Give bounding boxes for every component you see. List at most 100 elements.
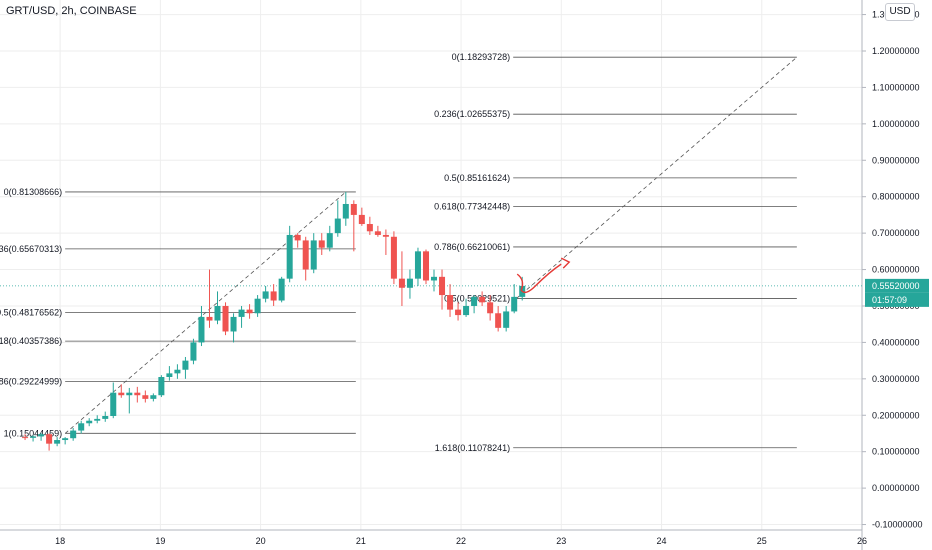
candle-body <box>463 305 470 316</box>
y-tick-label: 0.00000000 <box>872 483 920 493</box>
candle-body <box>190 342 197 361</box>
chart-title: GRT/USD, 2h, COINBASE <box>6 5 137 17</box>
candle-body <box>230 316 237 332</box>
candle-body <box>358 214 365 225</box>
candle-body <box>126 392 133 396</box>
candle-body <box>270 291 277 301</box>
candle-body <box>206 316 213 321</box>
fib-level-label: 0.5(0.48176562) <box>0 308 62 318</box>
candle-body <box>182 360 189 370</box>
y-tick-label: 0.40000000 <box>872 337 920 347</box>
y-tick-label: 0.20000000 <box>872 410 920 420</box>
y-tick-label: 0.70000000 <box>872 228 920 238</box>
fib-level-label: 0.786(0.29224999) <box>0 377 62 387</box>
candle-body <box>174 369 181 374</box>
last-price-tag <box>865 278 929 293</box>
y-tick-label: 0.80000000 <box>872 192 920 202</box>
candle-body <box>422 251 429 281</box>
trend-line <box>515 56 798 299</box>
candle-body <box>222 305 229 332</box>
fib-level-label: 1(0.15044459) <box>4 428 63 438</box>
candle-body <box>366 224 373 232</box>
candle-body <box>94 418 101 421</box>
candle-body <box>350 203 357 215</box>
candle-body <box>102 415 109 419</box>
trend-line <box>64 191 347 434</box>
candle-body <box>110 392 117 416</box>
candle-body <box>310 240 317 270</box>
candle-body <box>278 278 285 301</box>
candle-body <box>38 434 45 437</box>
candle-body <box>318 240 325 248</box>
countdown-text: 01:57:09 <box>872 295 907 305</box>
hand-drawn-annotation <box>516 257 571 294</box>
candle-body <box>406 278 413 288</box>
y-tick-label: 0.30000000 <box>872 374 920 384</box>
candle-body <box>495 313 502 328</box>
x-tick-label: 21 <box>356 536 366 546</box>
fib-level-label: 0.5(0.52029521) <box>444 294 510 304</box>
y-tick-label: -0.10000000 <box>872 520 923 530</box>
candle-body <box>447 295 454 310</box>
candle-body <box>455 309 462 316</box>
candle-body <box>62 438 69 441</box>
candle-body <box>439 276 446 296</box>
candle-body <box>487 302 494 314</box>
candle-body <box>511 296 518 312</box>
candle-body <box>431 276 438 281</box>
candle-body <box>390 236 397 279</box>
candle-body <box>214 305 221 321</box>
fib-level-label: 0.5(0.85161624) <box>444 173 510 183</box>
candle-body <box>503 311 510 328</box>
candle-body <box>262 291 269 299</box>
candle-body <box>398 278 405 288</box>
x-tick-label: 22 <box>456 536 466 546</box>
x-tick-label: 23 <box>556 536 566 546</box>
candle-body <box>158 377 165 396</box>
y-tick-label: 1.20000000 <box>872 46 920 56</box>
fib-level-label: 0.618(0.40357386) <box>0 336 62 346</box>
candle-body <box>86 420 93 424</box>
candle-body <box>198 316 205 343</box>
fib-level-label: 0.236(0.65670313) <box>0 244 62 254</box>
last-price-text: 0.55520000 <box>872 281 920 291</box>
currency-button[interactable]: USD <box>885 3 915 21</box>
x-tick-label: 26 <box>857 536 867 546</box>
candle-body <box>479 296 486 303</box>
candle-body <box>342 203 349 219</box>
fib-level-label: 0.236(1.02655375) <box>434 109 510 119</box>
candle-body <box>70 430 77 439</box>
candle-body <box>374 231 381 235</box>
candle-body <box>382 234 389 237</box>
x-tick-label: 24 <box>657 536 667 546</box>
candle-body <box>54 440 61 444</box>
x-tick-label: 20 <box>256 536 266 546</box>
candle-body <box>78 423 85 431</box>
candle-body <box>294 234 301 241</box>
candle-body <box>254 298 261 314</box>
candle-body <box>286 234 293 279</box>
y-tick-label: 0.90000000 <box>872 155 920 165</box>
candle-body <box>142 395 149 399</box>
x-tick-label: 25 <box>757 536 767 546</box>
candle-body <box>302 240 309 270</box>
candle-body <box>326 233 333 248</box>
fib-level-label: 1.618(0.11078241) <box>435 443 510 453</box>
candle-body <box>150 395 157 399</box>
candle-body <box>22 437 29 439</box>
candle-body <box>238 309 245 317</box>
y-tick-label: 1.00000000 <box>872 119 920 129</box>
candle-body <box>166 373 173 378</box>
candle-body <box>334 218 341 234</box>
candle-body <box>414 251 421 279</box>
y-tick-label: 0.60000000 <box>872 265 920 275</box>
candle-body <box>134 392 141 396</box>
x-tick-label: 18 <box>55 536 65 546</box>
countdown-tag <box>865 292 929 307</box>
y-tick-label: 0.10000000 <box>872 447 920 457</box>
x-tick-label: 19 <box>155 536 165 546</box>
candle-body <box>246 309 253 314</box>
y-tick-label: 1.10000000 <box>872 82 920 92</box>
candle-body <box>30 436 37 438</box>
